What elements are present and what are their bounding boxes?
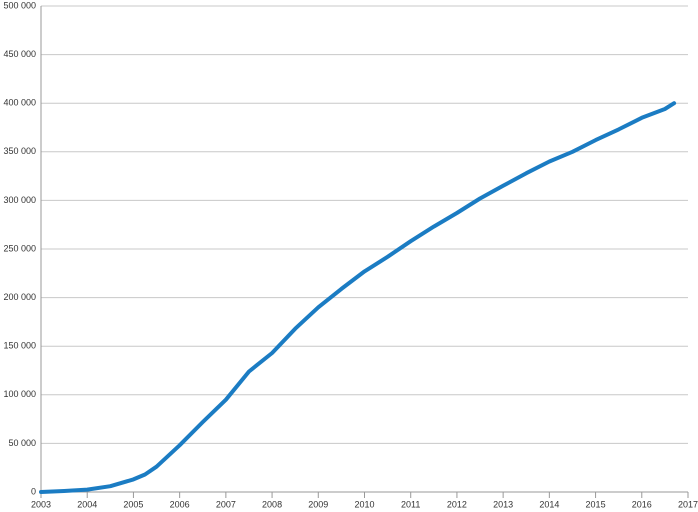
x-tick-label: 2015 [586, 499, 606, 509]
x-tick-label: 2013 [493, 499, 513, 509]
line-series [39, 101, 677, 494]
x-tick-label: 2014 [539, 499, 559, 509]
y-tick-label: 400 000 [3, 98, 36, 108]
x-tick-label: 2003 [31, 499, 51, 509]
y-tick-label: 450 000 [3, 49, 36, 59]
x-tick-label: 2009 [308, 499, 328, 509]
y-tick-label: 350 000 [3, 146, 36, 156]
x-tick-label: 2012 [447, 499, 467, 509]
y-tick-label: 300 000 [3, 195, 36, 205]
x-tick-label: 2006 [170, 499, 190, 509]
y-tick-label: 50 000 [8, 438, 36, 448]
x-tick-label: 2011 [401, 499, 420, 509]
y-tick-label: 500 000 [3, 0, 36, 10]
x-tick-label: 2005 [123, 499, 143, 509]
x-tick-label: 2010 [354, 499, 374, 509]
y-tick-label: 250 000 [3, 243, 36, 253]
x-tick-label: 2004 [77, 499, 97, 509]
y-tick-label: 150 000 [3, 341, 36, 351]
y-tick-label: 100 000 [3, 389, 36, 399]
x-tick-label: 2008 [262, 499, 282, 509]
x-tick-label: 2017 [678, 499, 698, 509]
y-tick-label: 0 [31, 486, 36, 496]
y-tick-label: 200 000 [3, 292, 36, 302]
x-tick-label: 2007 [216, 499, 236, 509]
x-tick-label: 2016 [632, 499, 652, 509]
